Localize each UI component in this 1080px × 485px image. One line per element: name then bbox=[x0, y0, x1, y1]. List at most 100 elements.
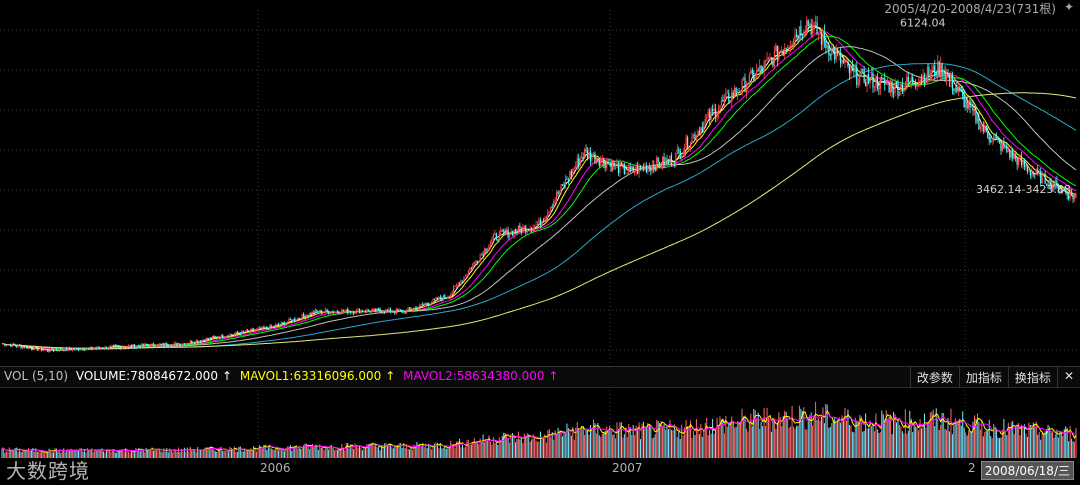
candle-body bbox=[255, 329, 258, 331]
pin-icon[interactable]: ✦ bbox=[1063, 0, 1074, 14]
candle-body bbox=[862, 69, 864, 71]
candle-body bbox=[704, 118, 706, 123]
candle-body bbox=[95, 348, 97, 349]
candle-body bbox=[148, 345, 150, 347]
candle-body bbox=[266, 327, 268, 329]
candle-body bbox=[1029, 170, 1031, 176]
candle-body bbox=[44, 349, 46, 351]
candle-body bbox=[666, 158, 668, 160]
candle-body bbox=[851, 66, 853, 71]
candle-body bbox=[335, 311, 337, 313]
candle-body bbox=[1068, 195, 1070, 199]
candle-body bbox=[767, 57, 770, 59]
candle-body bbox=[859, 74, 861, 84]
candle-body bbox=[722, 100, 724, 102]
switch-indicator-button[interactable]: 换指标 bbox=[1007, 367, 1057, 388]
candle-body bbox=[442, 295, 444, 301]
add-indicator-button[interactable]: 加指标 bbox=[958, 367, 1008, 388]
candle-body bbox=[654, 168, 656, 171]
candle-body bbox=[1009, 151, 1011, 158]
candle-body bbox=[303, 314, 305, 317]
candle-body bbox=[558, 190, 561, 194]
candle-body bbox=[419, 304, 421, 308]
candle-body bbox=[682, 151, 684, 156]
candle-body bbox=[435, 297, 437, 300]
candle-body bbox=[348, 311, 350, 314]
candle-body bbox=[922, 74, 924, 82]
candle-body bbox=[539, 219, 542, 226]
candle-body bbox=[431, 302, 433, 305]
candle-body bbox=[951, 74, 954, 90]
candle-body bbox=[1023, 160, 1026, 168]
candle-body bbox=[251, 329, 253, 330]
candle-body bbox=[1025, 165, 1027, 168]
candle-body bbox=[685, 137, 687, 149]
candle-body bbox=[903, 87, 905, 92]
candle-body bbox=[809, 23, 811, 26]
candle-body bbox=[925, 79, 927, 85]
candle-body bbox=[122, 347, 124, 349]
candle-body bbox=[10, 344, 12, 347]
candle-body bbox=[873, 86, 876, 88]
candle-body bbox=[133, 344, 136, 348]
candle-body bbox=[760, 65, 762, 69]
candle-body bbox=[94, 348, 96, 349]
candle-body bbox=[522, 226, 524, 233]
candle-body bbox=[650, 167, 652, 171]
candle-body bbox=[1018, 157, 1020, 165]
candle-body bbox=[326, 309, 328, 312]
candle-body bbox=[957, 87, 959, 92]
candle-body bbox=[842, 59, 845, 64]
candle-body bbox=[506, 229, 508, 234]
candle-body bbox=[536, 224, 539, 225]
candle-body bbox=[158, 344, 161, 345]
watermark-logo: 大数跨境 bbox=[6, 459, 90, 483]
candle-body bbox=[456, 285, 458, 286]
candle-body bbox=[411, 309, 414, 311]
candle-body bbox=[355, 309, 358, 313]
ma5-line bbox=[2, 25, 1077, 352]
candle-body bbox=[825, 41, 827, 49]
candle-body bbox=[822, 32, 824, 45]
candle-body bbox=[64, 348, 66, 351]
volume-value: VOLUME:78084672.000 bbox=[75, 369, 218, 383]
candle-body bbox=[375, 308, 377, 312]
candle-body bbox=[308, 313, 311, 317]
close-icon[interactable]: ✕ bbox=[1056, 367, 1080, 388]
candle-body bbox=[934, 65, 936, 77]
candle-body bbox=[547, 211, 549, 216]
candle-body bbox=[151, 343, 153, 345]
change-params-button[interactable]: 改参数 bbox=[909, 367, 959, 388]
candle-body bbox=[280, 321, 283, 325]
candle-body bbox=[275, 324, 277, 327]
candle-body bbox=[92, 348, 94, 350]
candle-body bbox=[1053, 184, 1055, 188]
candle-body bbox=[242, 330, 244, 332]
candle-body bbox=[609, 163, 611, 165]
candle-body bbox=[923, 74, 926, 85]
candle-body bbox=[111, 345, 113, 347]
candle-body bbox=[681, 155, 683, 158]
candle-body bbox=[63, 350, 65, 351]
candle-body bbox=[422, 304, 424, 305]
candle-body bbox=[826, 45, 828, 49]
candle-body bbox=[968, 100, 970, 109]
candle-body bbox=[344, 310, 346, 312]
candle-body bbox=[5, 345, 8, 347]
candle-body bbox=[239, 333, 241, 335]
candle-body bbox=[595, 159, 597, 164]
candle-body bbox=[642, 167, 645, 170]
candle-body bbox=[750, 70, 752, 75]
candle-body bbox=[172, 344, 174, 346]
candle-body bbox=[161, 343, 163, 345]
candle-body bbox=[378, 308, 380, 310]
candle-body bbox=[79, 349, 81, 351]
candle-body bbox=[915, 83, 917, 87]
candle-body bbox=[625, 173, 627, 175]
candle-body bbox=[282, 321, 284, 323]
candle-body bbox=[72, 348, 74, 351]
candle-body bbox=[508, 234, 511, 238]
candle-body bbox=[373, 308, 375, 310]
candle-body bbox=[353, 311, 355, 314]
candle-body bbox=[389, 308, 392, 313]
